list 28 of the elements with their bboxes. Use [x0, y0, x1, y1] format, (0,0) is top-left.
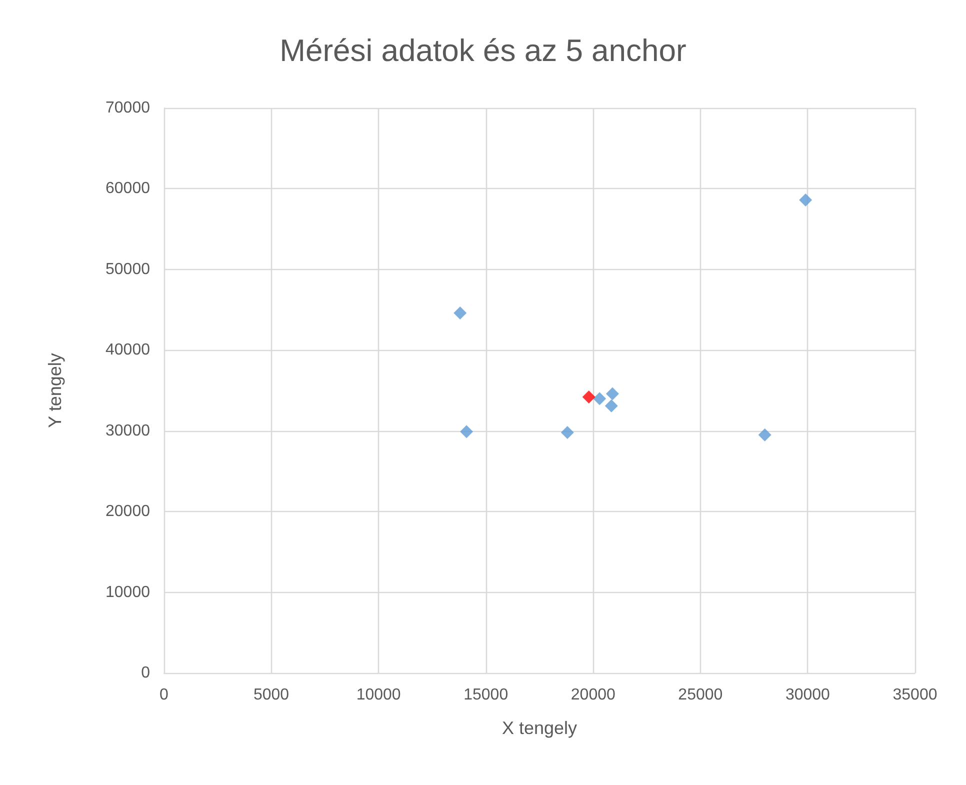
point [606, 387, 619, 400]
y-tick-label: 50000 [106, 260, 150, 278]
point [560, 426, 574, 439]
y-axis-title: Y tengely [45, 353, 65, 428]
x-tick-label: 30000 [785, 686, 830, 704]
x-tick-label: 20000 [570, 686, 616, 704]
point [582, 390, 596, 404]
y-tick-label: 20000 [106, 503, 150, 520]
chart-title: Mérési adatok és az 5 anchor [280, 33, 686, 68]
y-tick-label: 40000 [106, 342, 150, 359]
x-tick-label: 35000 [892, 686, 938, 704]
x-tick-label: 25000 [678, 686, 723, 704]
y-tick-label: 10000 [106, 584, 150, 601]
x-axis-title: X tengely [502, 718, 578, 738]
x-tick-label: 0 [160, 686, 169, 704]
x-tick-label: 15000 [464, 686, 508, 704]
y-tick-label: 70000 [106, 100, 150, 116]
point [593, 392, 606, 406]
x-tick-label: 5000 [253, 686, 290, 704]
point [758, 428, 772, 442]
point [604, 399, 618, 412]
point [460, 425, 474, 438]
y-tick-label: 60000 [106, 180, 150, 198]
point [454, 306, 467, 320]
y-tick-label: 30000 [106, 422, 150, 440]
point [799, 194, 812, 207]
y-tick-label: 0 [141, 664, 150, 682]
x-tick-label: 10000 [356, 686, 401, 704]
